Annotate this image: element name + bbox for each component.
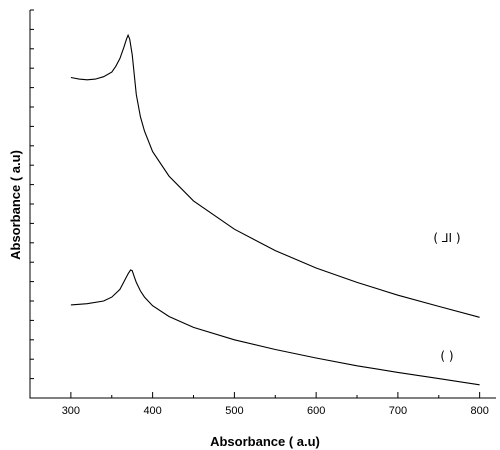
x-tick-label: 300 (62, 405, 80, 417)
annotations: ( ⅃I ) ( ) (433, 231, 460, 363)
y-axis-title: Absorbance ( a.u) (8, 150, 23, 260)
x-tick-label: 400 (143, 405, 161, 417)
series-line-1 (70, 33, 480, 318)
plot-axes (29, 10, 496, 399)
x-axis-title: Absorbance ( a.u) (210, 434, 320, 449)
x-tick-label: 700 (389, 405, 407, 417)
axis-frame (29, 10, 496, 399)
x-ticks: 300 400 500 600 700 800 (29, 392, 489, 417)
series-line-2 (70, 269, 480, 386)
x-tick-label: 600 (307, 405, 325, 417)
y-ticks (30, 9, 34, 399)
x-tick-label: 500 (225, 405, 243, 417)
series-annotation-1: ( ⅃I ) (433, 231, 460, 245)
x-tick-label: 800 (470, 405, 488, 417)
series-lines (70, 33, 480, 386)
series-annotation-2: ( ) (440, 349, 453, 363)
